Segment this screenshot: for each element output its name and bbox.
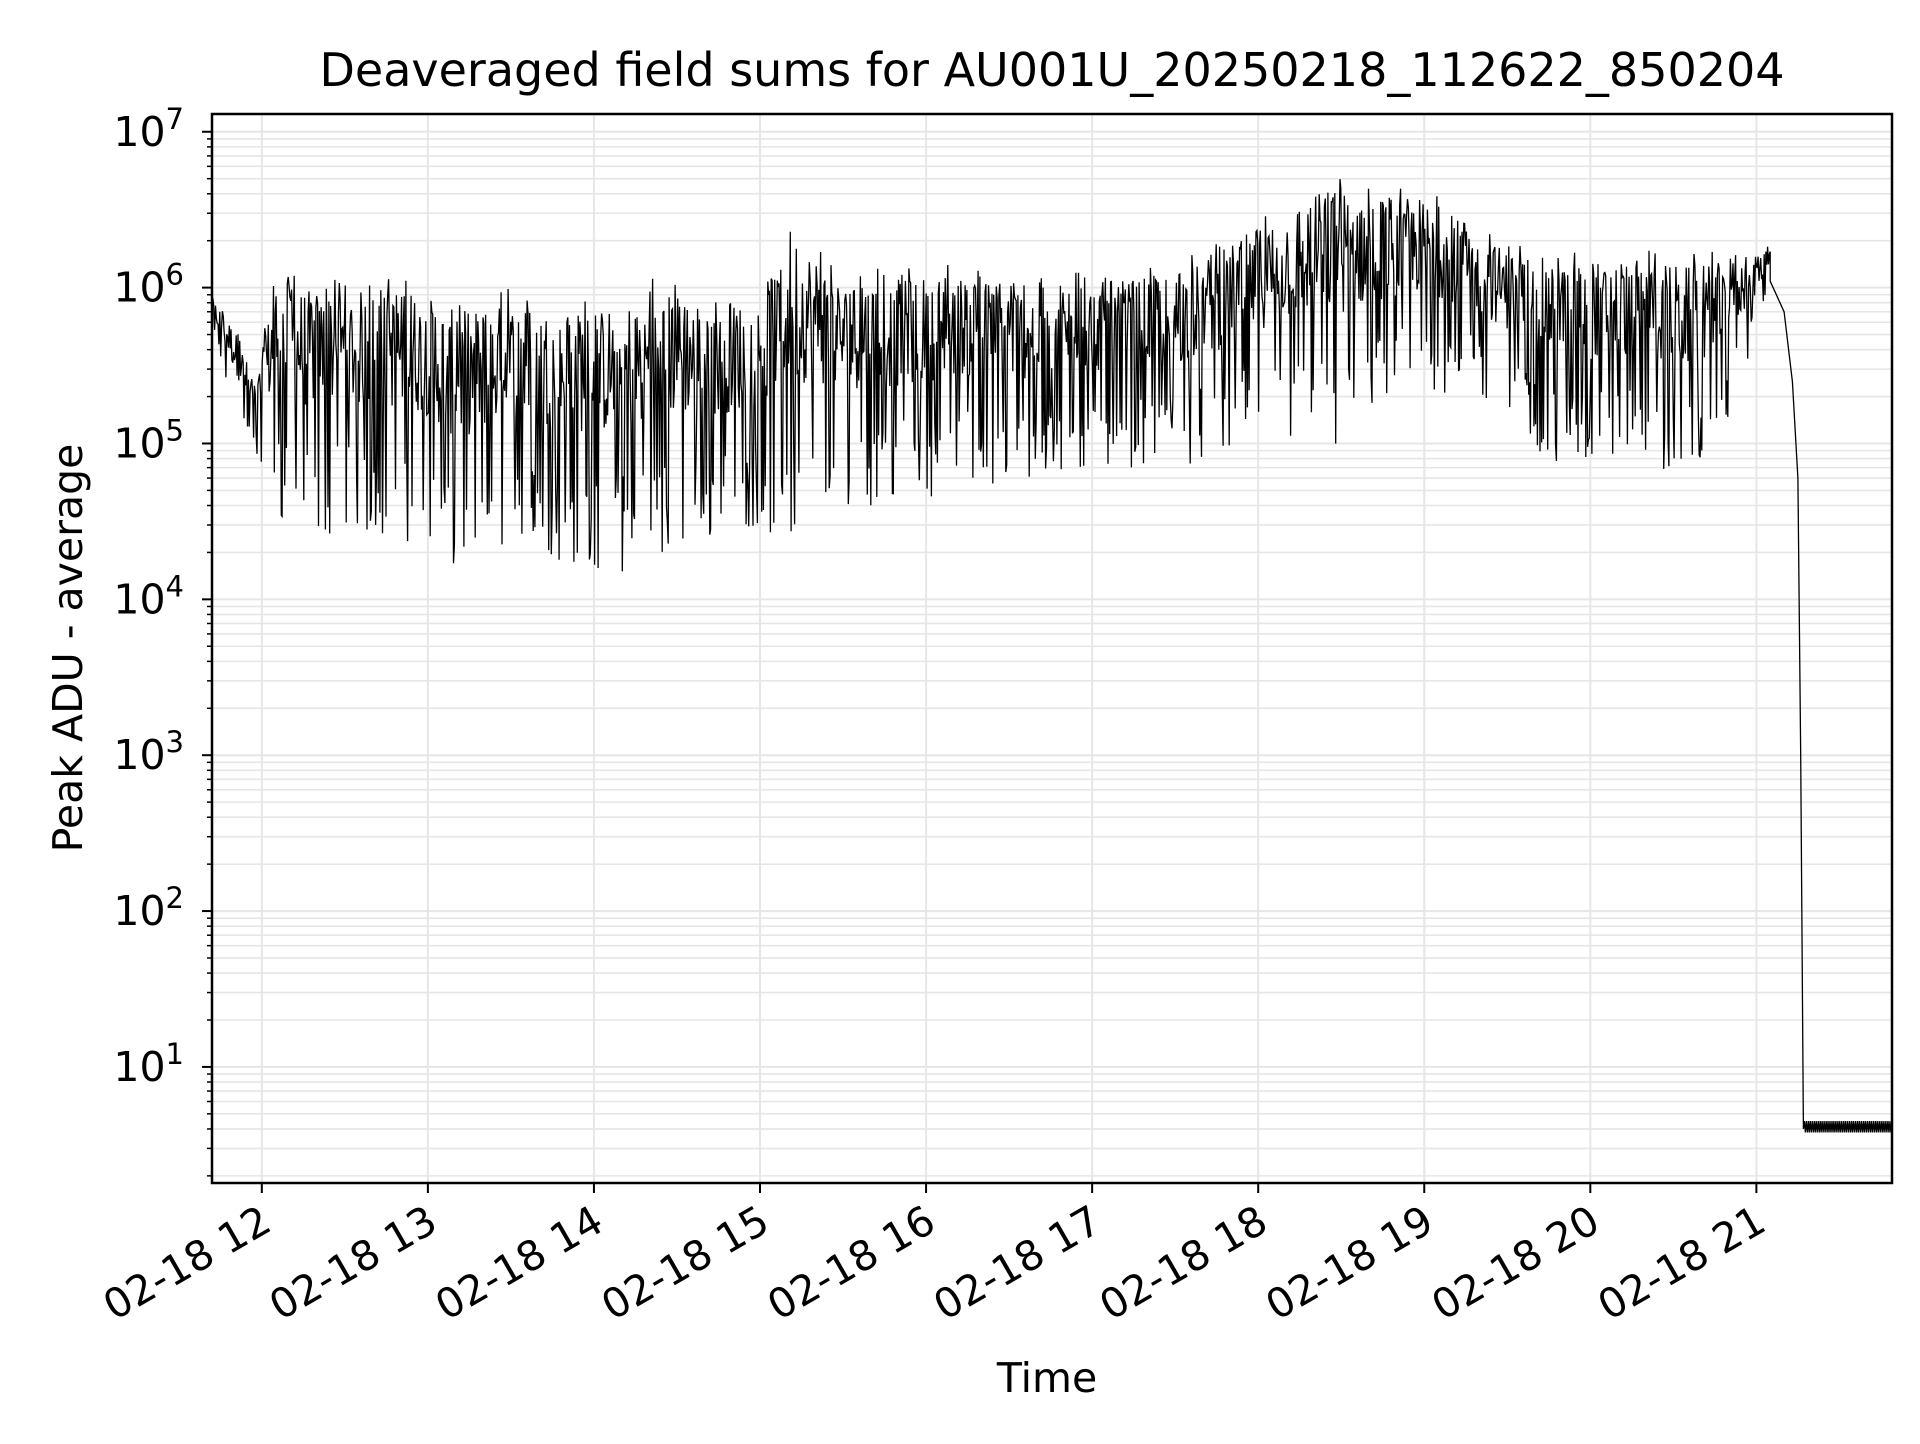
y-tick-label: 101 (113, 1037, 184, 1091)
x-axis-label: Time (996, 1354, 1097, 1402)
data-series-line (212, 179, 1892, 1133)
chart-title: Deaveraged field sums for AU001U_2025021… (319, 43, 1784, 97)
y-tick-label: 106 (113, 258, 184, 312)
plot-data (212, 179, 1892, 1133)
y-tick-label: 102 (113, 881, 184, 935)
y-axis-label: Peak ADU - average (44, 444, 92, 853)
y-tick-label: 105 (113, 413, 184, 467)
y-tick-label: 104 (113, 569, 184, 623)
y-tick-label: 103 (113, 725, 184, 779)
plot-frame (210, 112, 1894, 1185)
y-tick-label: 107 (113, 102, 184, 156)
